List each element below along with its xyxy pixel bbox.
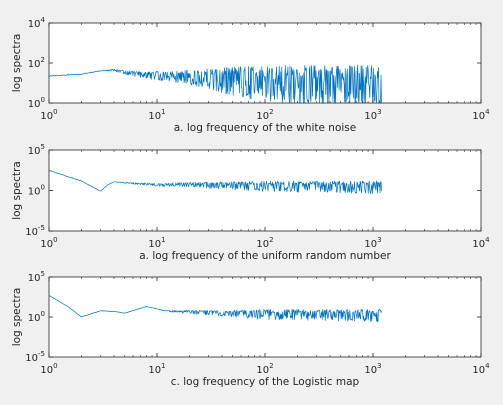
y-axis-label: log spectra (11, 161, 23, 220)
x-axis-label: a. log frequency of the white noise (174, 122, 356, 134)
x-tick-label: 101 (148, 108, 165, 122)
plot-area (49, 23, 481, 103)
x-tick-label: 100 (40, 236, 57, 250)
y-axis-label: log spectra (11, 34, 23, 93)
y-tick-label: 100 (28, 310, 45, 324)
y-tick-label: 105 (28, 270, 45, 284)
x-axis-label: c. log frequency of the Logistic map (171, 376, 360, 388)
x-tick-label: 104 (472, 108, 490, 122)
plot-area (49, 277, 481, 357)
plot-area (49, 150, 481, 231)
y-tick-label: 102 (28, 56, 45, 70)
chart-panel-1: 100 101 102 103 104 100 102 104 a. log frequency… (11, 16, 490, 134)
x-tick-label: 100 (40, 108, 57, 122)
y-tick-label: 100 (28, 184, 45, 198)
x-axis-label: a. log frequency of the uniform random n… (139, 250, 391, 262)
y-tick-label: 104 (28, 16, 46, 30)
y-axis-label: log spectra (11, 288, 23, 347)
y-tick-label: 100 (28, 96, 45, 110)
x-tick-label: 102 (256, 362, 273, 376)
y-tick-label: 105 (28, 143, 45, 157)
series-line-1 (48, 295, 382, 323)
x-tick-label: 101 (148, 362, 165, 376)
x-tick-label: 103 (364, 362, 381, 376)
x-tick-label: 102 (256, 108, 273, 122)
y-tick-label: 10-5 (25, 350, 45, 364)
x-tick-label: 104 (472, 362, 490, 376)
y-tick-label: 10-5 (25, 224, 45, 238)
series-line-1 (48, 170, 382, 194)
x-tick-label: 103 (364, 108, 381, 122)
series-line-1 (48, 64, 382, 104)
x-tick-label: 102 (256, 236, 273, 250)
x-tick-label: 103 (364, 236, 381, 250)
x-tick-label: 104 (472, 236, 490, 250)
x-tick-label: 100 (40, 362, 57, 376)
x-tick-label: 101 (148, 236, 165, 250)
